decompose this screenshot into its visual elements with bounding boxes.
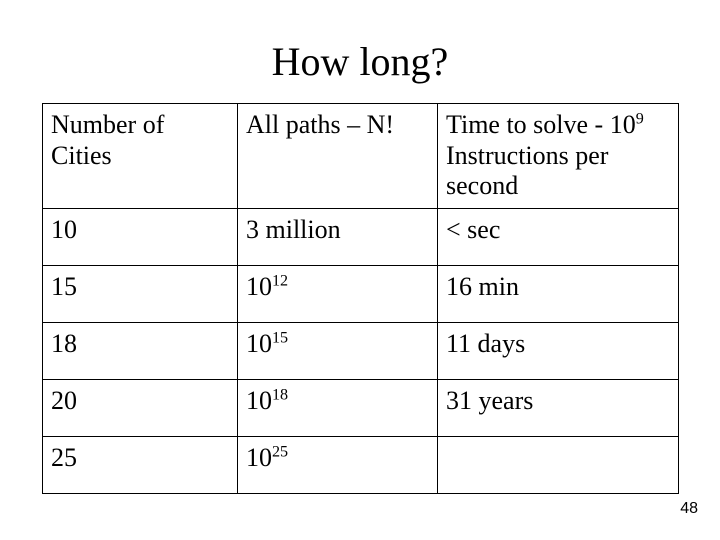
table-row: 20 1018 31 years [43,380,679,437]
table-row: 18 1015 11 days [43,323,679,380]
cell-cities: 18 [43,323,238,380]
cell-time: < sec [438,209,679,266]
complexity-table: Number of Cities All paths – N! Time to … [42,103,679,494]
col-header-time-suffix: Instructions per second [446,141,608,201]
cell-paths: 1025 [238,437,438,494]
table-row: 25 1025 [43,437,679,494]
col-header-time-prefix: Time to solve - 10 [446,110,636,139]
col-header-time: Time to solve - 109 Instructions per sec… [438,104,679,209]
col-header-time-sup: 9 [636,110,644,127]
paths-sup: 15 [272,329,288,346]
cell-paths: 1018 [238,380,438,437]
paths-sup: 18 [272,386,288,403]
cell-cities: 25 [43,437,238,494]
paths-base: 10 [246,329,272,358]
col-header-paths: All paths – N! [238,104,438,209]
cell-paths: 1012 [238,266,438,323]
cell-cities: 10 [43,209,238,266]
cell-time: 16 min [438,266,679,323]
slide: How long? Number of Cities All paths – N… [0,0,720,540]
cell-paths: 1015 [238,323,438,380]
cell-time: 31 years [438,380,679,437]
paths-sup: 25 [272,443,288,460]
table-row: 10 3 million < sec [43,209,679,266]
table-row: 15 1012 16 min [43,266,679,323]
cell-time: 11 days [438,323,679,380]
paths-sup: 12 [272,272,288,289]
paths-base: 10 [246,443,272,472]
cell-time [438,437,679,494]
col-header-cities: Number of Cities [43,104,238,209]
slide-title: How long? [0,0,720,103]
cell-paths: 3 million [238,209,438,266]
table-header-row: Number of Cities All paths – N! Time to … [43,104,679,209]
page-number: 48 [680,500,698,518]
cell-cities: 15 [43,266,238,323]
cell-cities: 20 [43,380,238,437]
paths-base: 10 [246,386,272,415]
paths-base: 10 [246,272,272,301]
